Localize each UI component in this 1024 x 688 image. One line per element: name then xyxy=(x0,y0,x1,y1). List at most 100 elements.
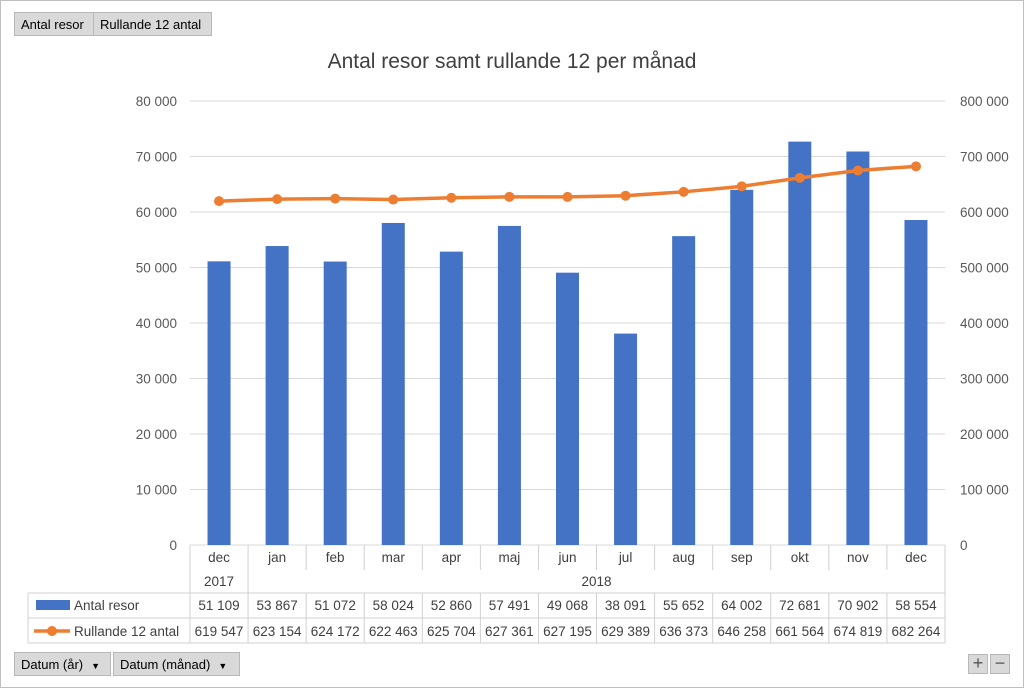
x-year-label: 2018 xyxy=(582,574,612,589)
y-right-tick-label: 100 000 xyxy=(960,483,1009,498)
table-cell-rullande: 622 463 xyxy=(369,624,418,639)
bar xyxy=(556,272,579,545)
x-category-label: jan xyxy=(267,550,286,565)
bar xyxy=(788,141,812,545)
table-cell-rullande: 629 389 xyxy=(601,624,650,639)
field-button-rullande-label: Rullande 12 antal xyxy=(100,17,202,32)
line-point xyxy=(562,191,573,202)
bar xyxy=(439,251,463,545)
table-cell-rullande: 682 264 xyxy=(892,624,941,639)
x-category-label: maj xyxy=(499,550,521,565)
y-right-tick-label: 500 000 xyxy=(960,261,1009,276)
x-category-label: aug xyxy=(672,550,695,565)
chart-title: Antal resor samt rullande 12 per månad xyxy=(327,50,697,73)
table-cell-rullande: 625 704 xyxy=(427,624,476,639)
table-cell-rullande: 624 172 xyxy=(311,624,360,639)
field-button-datum-ar[interactable]: Datum (år) ▼ xyxy=(14,652,111,676)
legend-label-antal-resor: Antal resor xyxy=(74,598,140,613)
bar xyxy=(730,189,754,546)
plus-icon: + xyxy=(972,653,984,673)
y-right-tick-label: 200 000 xyxy=(960,427,1009,442)
y-left-tick-label: 80 000 xyxy=(136,94,177,109)
field-button-rullande[interactable]: Rullande 12 antal xyxy=(93,12,212,36)
dropdown-arrow-icon: ▼ xyxy=(218,660,228,671)
x-category-label: apr xyxy=(442,550,462,565)
x-category-label: dec xyxy=(905,550,927,565)
x-category-label: dec xyxy=(208,550,230,565)
y-right-tick-label: 600 000 xyxy=(960,205,1009,220)
x-category-label: feb xyxy=(326,550,345,565)
y-left-tick-label: 0 xyxy=(169,538,177,553)
y-right-tick-label: 700 000 xyxy=(960,150,1009,165)
y-right-tick-label: 300 000 xyxy=(960,372,1009,387)
table-cell-rullande: 636 373 xyxy=(659,624,708,639)
table-cell-antal-resor: 51 109 xyxy=(198,598,239,613)
table-cell-antal-resor: 53 867 xyxy=(256,598,297,613)
table-cell-rullande: 627 361 xyxy=(485,624,534,639)
bar xyxy=(207,261,231,545)
table-cell-antal-resor: 51 072 xyxy=(315,598,356,613)
table-cell-antal-resor: 70 902 xyxy=(837,598,878,613)
table-cell-rullande: 619 547 xyxy=(195,624,244,639)
table-cell-rullande: 627 195 xyxy=(543,624,592,639)
line-point xyxy=(794,172,805,183)
bar xyxy=(323,261,347,545)
legend-key-marker xyxy=(47,626,57,636)
bar xyxy=(265,246,289,545)
x-category-label: okt xyxy=(791,550,809,565)
table-cell-antal-resor: 57 491 xyxy=(489,598,530,613)
table-cell-antal-resor: 64 002 xyxy=(721,598,762,613)
y-right-tick-label: 400 000 xyxy=(960,316,1009,331)
y-left-tick-label: 30 000 xyxy=(136,372,177,387)
field-button-antal-resor-label: Antal resor xyxy=(21,17,84,32)
table-cell-antal-resor: 58 554 xyxy=(895,598,937,613)
y-right-tick-label: 0 xyxy=(960,538,968,553)
line-point xyxy=(272,194,283,205)
y-left-tick-label: 40 000 xyxy=(136,316,177,331)
y-left-tick-label: 60 000 xyxy=(136,205,177,220)
y-left-tick-label: 20 000 xyxy=(136,427,177,442)
bar xyxy=(381,222,405,545)
line-point xyxy=(620,190,631,201)
x-year-label: 2017 xyxy=(204,574,234,589)
line-point xyxy=(852,165,863,176)
table-cell-antal-resor: 72 681 xyxy=(779,598,820,613)
minus-icon: − xyxy=(994,653,1006,673)
y-left-tick-label: 50 000 xyxy=(136,261,177,276)
table-cell-rullande: 674 819 xyxy=(833,624,882,639)
bar xyxy=(904,220,928,545)
y-left-tick-label: 10 000 xyxy=(136,483,177,498)
field-button-datum-manad[interactable]: Datum (månad) ▼ xyxy=(113,652,240,676)
x-category-label: jun xyxy=(557,550,576,565)
table-cell-antal-resor: 49 068 xyxy=(547,598,588,613)
table-cell-antal-resor: 58 024 xyxy=(373,598,415,613)
y-right-tick-label: 800 000 xyxy=(960,94,1009,109)
expand-button[interactable]: + xyxy=(968,654,988,674)
table-cell-rullande: 661 564 xyxy=(775,624,824,639)
line-point xyxy=(388,194,399,205)
line-point xyxy=(214,196,225,207)
collapse-button[interactable]: − xyxy=(990,654,1010,674)
line-point xyxy=(910,161,921,172)
table-cell-antal-resor: 55 652 xyxy=(663,598,704,613)
table-cell-antal-resor: 38 091 xyxy=(605,598,646,613)
x-category-label: nov xyxy=(847,550,869,565)
line-point xyxy=(736,181,747,192)
line-point xyxy=(446,192,457,203)
table-cell-antal-resor: 52 860 xyxy=(431,598,472,613)
line-point xyxy=(330,193,341,204)
x-category-label: jul xyxy=(618,550,633,565)
bar xyxy=(614,333,638,545)
table-cell-rullande: 646 258 xyxy=(717,624,766,639)
x-category-label: mar xyxy=(382,550,406,565)
y-left-tick-label: 70 000 xyxy=(136,150,177,165)
field-button-datum-manad-label: Datum (månad) xyxy=(120,657,211,672)
line-point xyxy=(504,191,515,202)
table-cell-rullande: 623 154 xyxy=(253,624,302,639)
bar xyxy=(846,151,870,545)
field-button-datum-ar-label: Datum (år) xyxy=(21,657,84,672)
bar xyxy=(497,225,521,545)
field-button-antal-resor[interactable]: Antal resor xyxy=(14,12,94,36)
bar xyxy=(672,236,696,545)
